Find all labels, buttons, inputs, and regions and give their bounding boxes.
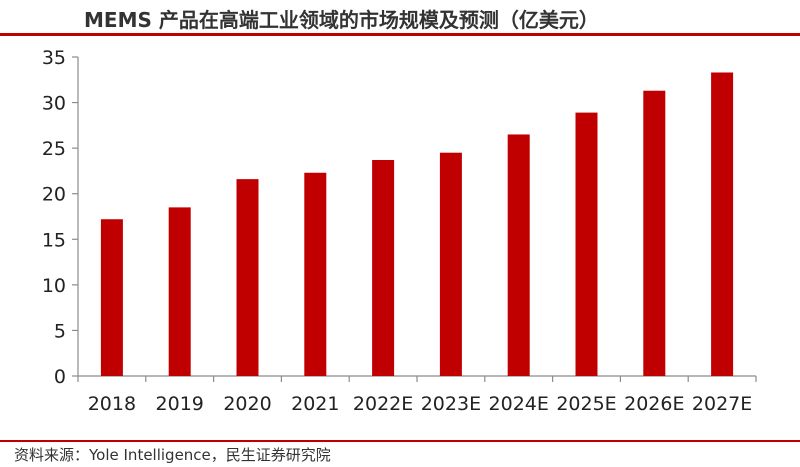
x-tick-label: 2019	[156, 393, 204, 415]
bar	[643, 90, 666, 377]
bar	[507, 134, 530, 376]
y-axis: 0 5 10 15 20 25 30 35	[42, 47, 79, 388]
x-tick-label: 2026E	[624, 393, 684, 415]
bar	[439, 152, 462, 376]
bottom-rule	[0, 440, 800, 442]
x-tick-label: 2023E	[421, 393, 481, 415]
x-tick-label: 2020	[223, 393, 271, 415]
x-tick-label: 2025E	[556, 393, 616, 415]
bar	[711, 72, 734, 376]
y-tick-label: 20	[42, 184, 66, 206]
x-tick-label: 2027E	[692, 393, 752, 415]
x-tick-label: 2024E	[489, 393, 549, 415]
bar	[304, 172, 327, 376]
y-tick-label: 25	[42, 138, 66, 160]
y-tick-label: 35	[42, 47, 66, 69]
bar	[372, 159, 395, 376]
title-bar: MEMS 产品在高端工业领域的市场规模及预测（亿美元）	[0, 0, 800, 36]
bar-series	[100, 72, 734, 377]
y-tick-label: 15	[42, 229, 66, 251]
bar	[168, 207, 191, 376]
y-tick-label: 10	[42, 275, 66, 297]
source-note: 资料来源：Yole Intelligence，民生证券研究院	[14, 446, 331, 464]
bar	[575, 112, 598, 377]
y-tick-label: 5	[54, 320, 66, 342]
bar	[100, 219, 123, 376]
y-tick-label: 30	[42, 93, 66, 115]
bar	[236, 179, 259, 376]
chart-title: MEMS 产品在高端工业领域的市场规模及预测（亿美元）	[84, 8, 599, 32]
x-tick-label: 2018	[88, 393, 136, 415]
x-tick-label: 2022E	[353, 393, 413, 415]
y-tick-label: 0	[54, 366, 66, 388]
x-axis: 2018 2019 2020 2021 2022E 2023E 2024E 2025E 2026…	[77, 375, 757, 415]
x-tick-label: 2021	[291, 393, 339, 415]
bar-chart: 0 5 10 15 20 25 30 35 2018 2019 2020 2021 2022E 2023…	[42, 47, 757, 415]
